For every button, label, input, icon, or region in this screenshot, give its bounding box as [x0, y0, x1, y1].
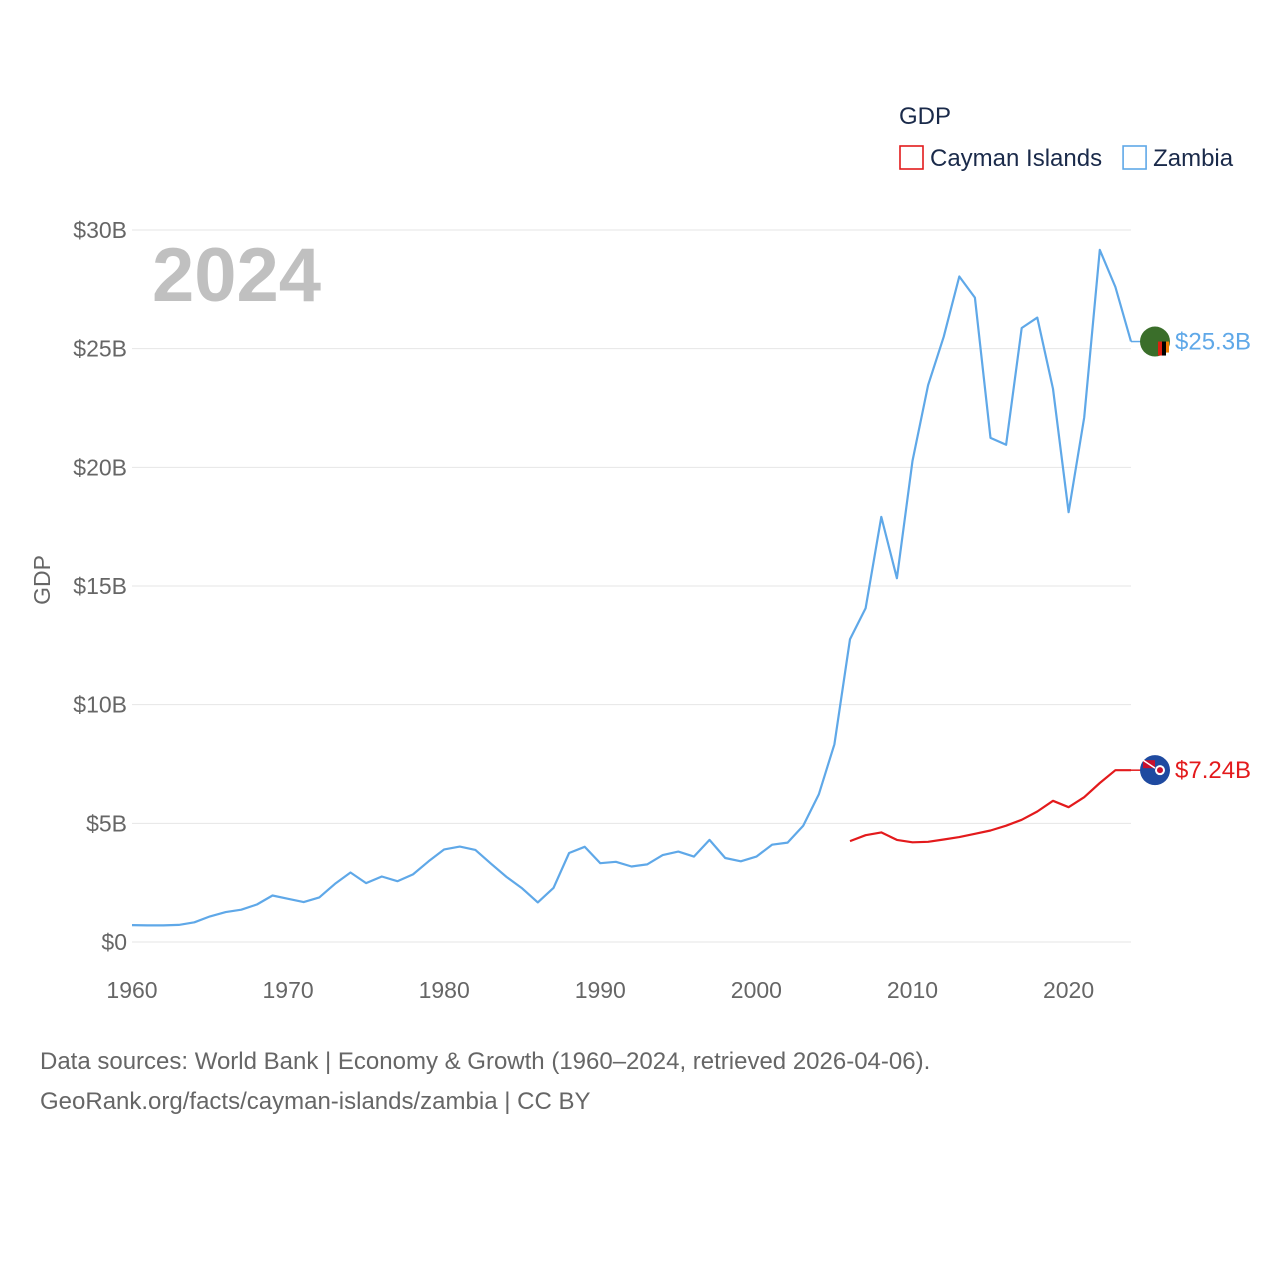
y-tick-label: $20B	[73, 454, 127, 480]
year-watermark: 2024	[152, 233, 321, 318]
legend-item-cayman-islands[interactable]: Cayman Islands	[899, 145, 1102, 172]
legend-label: Zambia	[1153, 145, 1234, 172]
end-value-label: $7.24B	[1175, 757, 1251, 784]
legend-title: GDP	[899, 103, 951, 130]
legend-item-zambia[interactable]: Zambia	[1122, 145, 1234, 172]
legend-swatch	[1122, 145, 1147, 170]
series-line-cayman-islands	[849, 769, 1131, 844]
source-note: Data sources: World Bank | Economy & Gro…	[40, 1042, 930, 1122]
zambia-flag-icon	[1140, 326, 1170, 357]
legend-label: Cayman Islands	[930, 145, 1102, 172]
x-tick-label: 1960	[106, 977, 157, 1003]
x-tick-label: 2020	[1043, 977, 1094, 1003]
y-tick-label: $0	[101, 929, 127, 955]
flag-cross	[1142, 759, 1156, 769]
grid-lines	[132, 229, 1131, 943]
legend[interactable]: GDP Cayman Islands Zambia	[899, 103, 1234, 172]
y-tick-label: $5B	[86, 810, 127, 836]
flag-stripe-black	[1162, 341, 1166, 356]
flag-crest-inner	[1157, 767, 1163, 774]
y-tick-label: $25B	[73, 336, 127, 362]
series-line-zambia	[131, 248, 1133, 927]
cayman-islands-flag-icon	[1140, 755, 1170, 786]
y-axis-label: GDP	[29, 555, 55, 605]
x-tick-label: 2000	[731, 977, 782, 1003]
y-tick-label: $15B	[73, 573, 127, 599]
x-tick-label: 1990	[575, 977, 626, 1003]
x-tick-label: 1970	[263, 977, 314, 1003]
series-end-markers: $7.24B $25.3B	[1131, 326, 1251, 786]
y-axis-ticks: $0 $5B $10B $15B $20B $25B $30B	[73, 217, 127, 955]
legend-swatch	[899, 145, 924, 170]
source-line-1: Data sources: World Bank | Economy & Gro…	[40, 1048, 931, 1075]
flag-stripe-red	[1158, 341, 1162, 356]
x-axis-ticks: 1960 1970 1980 1990 2000 2010 2020	[106, 977, 1094, 1003]
source-line-2[interactable]: GeoRank.org/facts/cayman-islands/zambia …	[40, 1088, 591, 1115]
flag-stripe-orange	[1166, 341, 1169, 353]
end-value-label: $25.3B	[1175, 329, 1251, 356]
series-lines	[131, 248, 1133, 927]
y-tick-label: $30B	[73, 217, 127, 243]
y-tick-label: $10B	[73, 692, 127, 718]
x-tick-label: 1980	[419, 977, 470, 1003]
x-tick-label: 2010	[887, 977, 938, 1003]
